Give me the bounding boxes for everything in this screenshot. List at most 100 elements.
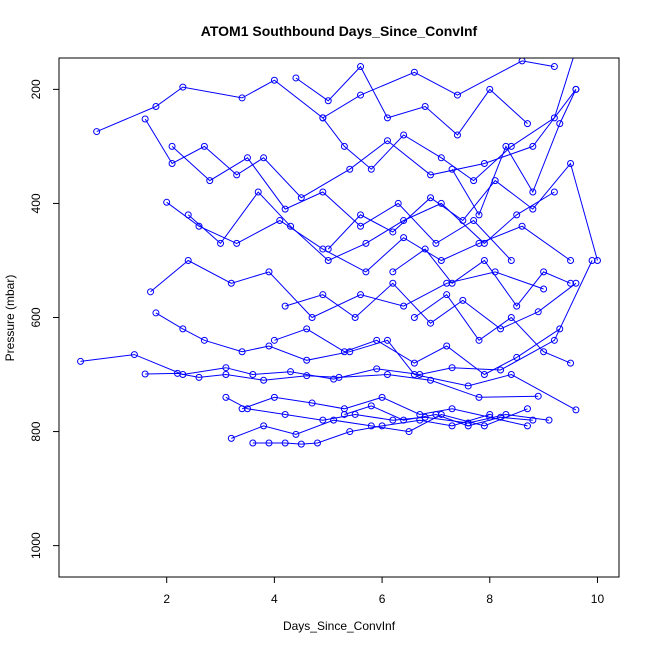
data-point <box>362 239 370 247</box>
data-point <box>437 410 445 418</box>
data-point <box>238 348 246 356</box>
data-point <box>389 268 397 276</box>
data-point <box>367 402 375 410</box>
data-point <box>529 205 537 213</box>
data-point <box>249 439 257 447</box>
data-point <box>367 165 375 173</box>
data-point <box>287 222 295 230</box>
data-point <box>480 422 488 430</box>
data-point <box>270 336 278 344</box>
data-point <box>480 256 488 264</box>
data-point <box>507 371 515 379</box>
data-point <box>297 194 305 202</box>
data-point <box>486 85 494 93</box>
data-point <box>448 405 456 413</box>
data-point <box>270 393 278 401</box>
data-point <box>383 137 391 145</box>
data-point <box>470 177 478 185</box>
data-point <box>227 279 235 287</box>
data-point <box>319 245 327 253</box>
data-point <box>502 142 510 150</box>
series-line-1 <box>144 89 577 199</box>
data-point <box>357 211 365 219</box>
data-point <box>378 422 386 430</box>
data-point <box>540 268 548 276</box>
data-point <box>437 256 445 264</box>
data-point <box>243 405 251 413</box>
data-point <box>523 422 531 430</box>
data-point <box>427 194 435 202</box>
data-point <box>77 357 85 365</box>
data-point <box>292 74 300 82</box>
data-point <box>572 85 580 93</box>
series-line-5 <box>150 259 544 319</box>
series-line-4 <box>155 312 577 411</box>
data-point <box>513 302 521 310</box>
data-point <box>222 371 230 379</box>
data-point <box>184 211 192 219</box>
y-tick-label: 400 <box>29 193 43 213</box>
data-point <box>523 120 531 128</box>
data-point <box>573 46 579 52</box>
data-point <box>400 131 408 139</box>
data-point <box>227 434 235 442</box>
plot-frame <box>58 57 620 578</box>
data-point <box>437 154 445 162</box>
series-line-3 <box>145 372 539 398</box>
data-point <box>340 348 348 356</box>
data-point <box>383 336 391 344</box>
data-point <box>222 393 230 401</box>
data-point <box>308 314 316 321</box>
data-point <box>276 217 284 225</box>
data-point <box>448 422 456 430</box>
data-point <box>324 97 332 105</box>
data-point <box>163 198 171 206</box>
data-point <box>427 319 435 327</box>
data-point <box>319 114 327 122</box>
data-point <box>195 222 203 230</box>
data-point <box>567 359 575 367</box>
data-point <box>556 120 564 128</box>
data-point <box>448 364 456 372</box>
data-point <box>351 314 359 321</box>
data-point <box>238 94 246 102</box>
data-point <box>475 336 483 344</box>
data-point <box>357 222 365 230</box>
data-point <box>281 410 289 418</box>
data-point <box>346 428 354 436</box>
data-point <box>324 256 332 264</box>
chart-title: ATOM1 Southbound Days_Since_ConvInf <box>201 23 478 39</box>
data-point <box>475 239 483 247</box>
series-line-15 <box>274 328 561 376</box>
data-point <box>292 430 300 438</box>
data-point <box>443 279 451 287</box>
data-point <box>432 239 440 247</box>
data-point <box>281 302 289 310</box>
data-point <box>206 177 214 185</box>
data-point <box>324 245 332 253</box>
data-point <box>357 91 365 99</box>
y-tick-label: 200 <box>29 79 43 99</box>
y-tick-label: 800 <box>29 421 43 441</box>
data-point <box>513 353 521 361</box>
data-point <box>173 369 181 377</box>
data-point <box>243 154 251 162</box>
series-layer <box>77 46 601 448</box>
data-point <box>432 410 440 418</box>
data-point <box>534 392 542 400</box>
data-point <box>453 91 461 99</box>
data-point <box>550 63 558 71</box>
data-point <box>497 325 505 333</box>
series-line-12 <box>322 58 574 182</box>
axes: 2 4 6 8 10 200 400 600 800 1000 <box>29 79 604 606</box>
data-point <box>152 309 160 317</box>
data-point <box>448 279 456 287</box>
data-point <box>475 211 483 219</box>
data-point <box>427 376 435 384</box>
series-line-6 <box>166 201 571 273</box>
x-axis-label: Days_Since_ConvInf <box>283 619 396 633</box>
data-point <box>184 256 192 264</box>
series-line-13 <box>327 162 598 261</box>
data-point <box>410 314 418 321</box>
